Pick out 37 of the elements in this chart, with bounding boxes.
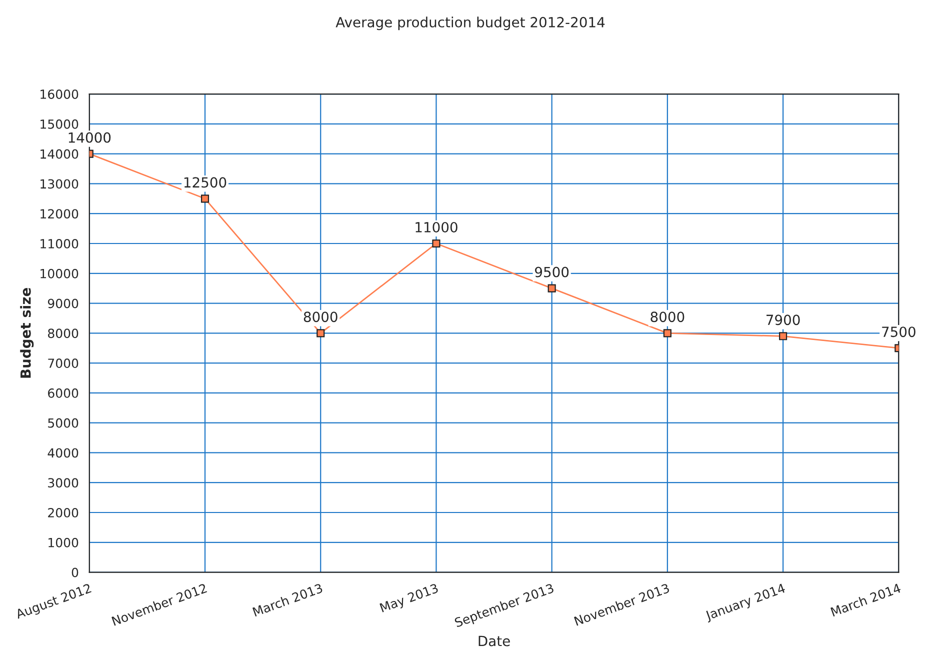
data-label: 8000 (650, 312, 684, 322)
x-tick-label: March 2013 (252, 583, 323, 617)
point (316, 329, 325, 338)
y-tick-label: 12000 (40, 209, 78, 219)
point (663, 329, 672, 338)
y-tick-label: 9000 (48, 298, 78, 308)
y-axis-title: Budget size (20, 288, 34, 378)
data-label: 11000 (416, 222, 458, 232)
y-tick-label: 16000 (40, 90, 78, 99)
data-label: 12500 (184, 177, 226, 188)
y-tick-label: 10000 (40, 268, 78, 278)
point (548, 284, 556, 292)
y-tick-label: 13000 (40, 179, 78, 189)
y-tick-label: 11000 (40, 238, 78, 248)
x-axis-title: Date (478, 636, 510, 646)
y-tick-label: 2000 (48, 508, 78, 518)
data-label: 8000 (304, 312, 338, 322)
data-label: 14000 (68, 132, 111, 143)
y-tick-label: 1000 (48, 538, 78, 548)
y-tick-label: 5000 (48, 418, 78, 428)
data-label: 9500 (535, 266, 569, 278)
point (200, 194, 210, 203)
y-tick-label: 8000 (48, 328, 78, 338)
y-tick-label: 15000 (40, 119, 78, 129)
point (432, 239, 440, 248)
y-tick-label: 14000 (40, 149, 78, 159)
x-tick-label: March 2014 (830, 582, 902, 617)
data-label: 7500 (882, 326, 916, 338)
y-tick-label: 7000 (48, 358, 78, 368)
chart-title: Average production budget 2012-2014 (336, 16, 605, 30)
point (779, 332, 788, 340)
y-tick-label: 0 (72, 568, 78, 578)
y-tick-label: 6000 (48, 388, 78, 398)
y-tick-label: 4000 (48, 448, 78, 458)
x-tick-label: May 2013 (380, 583, 440, 615)
y-tick-label: 3000 (48, 478, 78, 488)
data-label: 7900 (766, 314, 800, 326)
